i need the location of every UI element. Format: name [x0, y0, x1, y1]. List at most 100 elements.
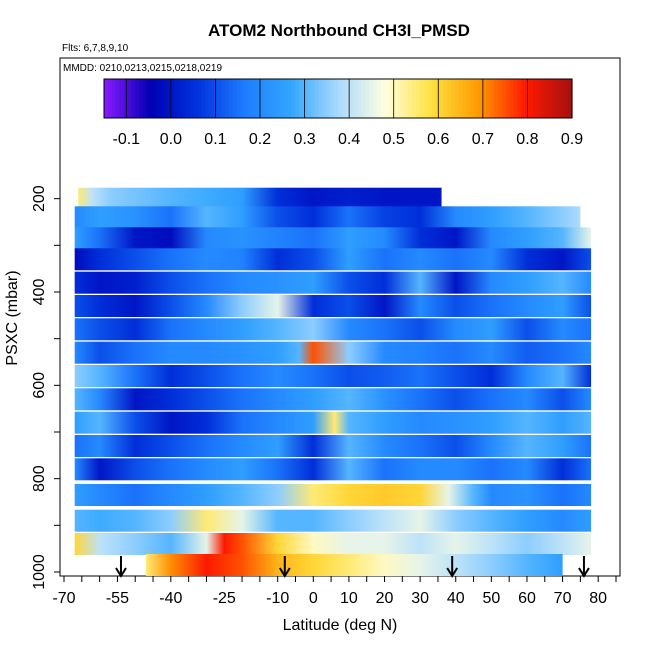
heatmap-band: [74, 458, 592, 481]
colorbar-swatch: [287, 79, 292, 118]
colorbar-swatch: [170, 79, 175, 118]
colorbar-swatch: [345, 79, 351, 118]
colorbar-swatch: [271, 79, 277, 118]
colorbar-swatch: [509, 79, 515, 118]
colorbar-swatch: [279, 79, 284, 118]
x-axis: -70 -55 -40 -25 -10 0 10 20 30 40 50 60 70 80: [52, 576, 617, 607]
colorbar-tick-label: 0.3: [293, 131, 315, 148]
colorbar-swatch: [373, 79, 378, 118]
colorbar-swatch: [182, 79, 187, 118]
heatmap-band: [74, 318, 592, 341]
colorbar-swatch: [326, 79, 331, 118]
colorbar-swatch: [357, 79, 362, 118]
colorbar-swatch: [221, 79, 226, 118]
x-tick-label: 20: [376, 590, 394, 607]
colorbar-tick-label: -0.1: [112, 131, 140, 148]
colorbar-swatch: [139, 79, 144, 118]
x-tick-label: -55: [106, 590, 129, 607]
heatmap-band: [74, 365, 592, 387]
x-tick-label: -40: [159, 590, 182, 607]
colorbar-tick-label: 0.2: [249, 131, 271, 148]
y-tick-label: 200: [31, 185, 48, 212]
heatmap-band: [74, 341, 592, 364]
colorbar-swatch: [267, 79, 273, 118]
x-tick-label: 80: [589, 590, 607, 607]
colorbar-swatch: [244, 79, 249, 118]
colorbar-swatch: [306, 79, 312, 118]
colorbar-swatch: [197, 79, 203, 118]
colorbar-swatch: [458, 79, 464, 118]
colorbar-swatch: [369, 79, 374, 118]
colorbar-tick-label: 0.4: [338, 131, 360, 148]
y-tick-label: 1000: [31, 554, 48, 590]
colorbar-swatch: [482, 79, 487, 118]
colorbar-swatch: [513, 79, 518, 118]
colorbar-swatch: [217, 79, 222, 118]
colorbar-swatch: [365, 79, 370, 118]
colorbar-swatch: [205, 79, 210, 118]
colorbar-swatch: [283, 79, 288, 118]
colorbar-swatch: [240, 79, 245, 118]
colorbar-swatch: [384, 79, 390, 118]
heatmap-layers: [74, 187, 592, 576]
colorbar-swatch: [380, 79, 386, 118]
colorbar-swatch: [474, 79, 479, 118]
y-tick-label: 400: [31, 279, 48, 306]
heatmap-band: [74, 248, 592, 271]
colorbar-swatch: [275, 79, 281, 118]
colorbar-swatch: [361, 79, 366, 118]
colorbar-swatch: [232, 79, 238, 118]
colorbar-swatch: [127, 79, 132, 118]
colorbar-swatch: [486, 79, 491, 118]
colorbar-swatch: [189, 79, 195, 118]
colorbar-swatch: [291, 79, 296, 118]
x-tick-label: 10: [340, 590, 358, 607]
colorbar-swatch: [521, 79, 526, 118]
heatmap-band: [74, 533, 592, 555]
colorbar-swatch: [412, 79, 417, 118]
y-axis-label: PSXC (mbar): [4, 270, 21, 365]
colorbar-swatch: [131, 79, 136, 118]
x-tick-label: 30: [411, 590, 429, 607]
colorbar-swatch: [310, 79, 316, 118]
colorbar-swatch: [341, 79, 347, 118]
colorbar-tick-label: 0.5: [383, 131, 405, 148]
colorbar-tick-label: 0.0: [160, 131, 182, 148]
colorbar-swatch: [377, 79, 382, 118]
colorbar-swatch: [318, 79, 323, 118]
colorbar-swatch: [427, 79, 433, 118]
colorbar-swatch: [462, 79, 468, 118]
heatmap-band: [74, 411, 592, 434]
colorbar-swatch: [392, 79, 398, 118]
dates-label: MMDD: 0210,0213,0215,0218,0219: [63, 63, 222, 74]
colorbar-swatch: [388, 79, 394, 118]
colorbar-tick-label: 0.1: [204, 131, 226, 148]
colorbar-swatch: [435, 79, 440, 118]
colorbar-swatch: [162, 79, 167, 118]
colorbar-swatch: [439, 79, 444, 118]
colorbar-swatch: [540, 79, 546, 118]
colorbar-swatch: [548, 79, 554, 118]
colorbar-swatch: [490, 79, 495, 118]
colorbar-swatch: [470, 79, 476, 118]
flight-arrows: [115, 556, 590, 578]
colorbar-swatch: [107, 79, 113, 118]
colorbar-swatch: [536, 79, 542, 118]
heatmap-band: [74, 388, 592, 411]
colorbar-swatch: [431, 79, 437, 118]
colorbar-swatch: [260, 79, 265, 118]
heatmap-band: [74, 227, 592, 250]
colorbar-swatch: [466, 79, 472, 118]
heatmap-band: [74, 509, 592, 532]
colorbar-swatch: [185, 79, 191, 118]
colorbar-swatch: [314, 79, 320, 118]
colorbar-swatch: [224, 79, 230, 118]
colorbar-swatch: [256, 79, 261, 118]
colorbar-swatch: [330, 79, 335, 118]
colorbar-swatch: [248, 79, 253, 118]
colorbar-swatch: [228, 79, 234, 118]
colorbar-swatch: [236, 79, 242, 118]
flights-label: Flts: 6,7,8,9,10: [62, 43, 129, 54]
colorbar-swatch: [533, 79, 538, 118]
